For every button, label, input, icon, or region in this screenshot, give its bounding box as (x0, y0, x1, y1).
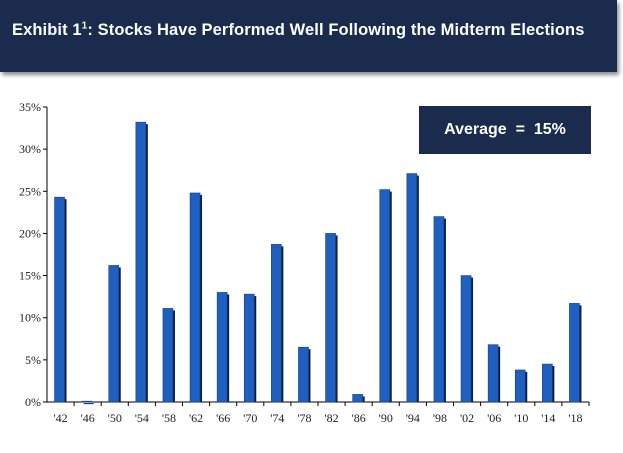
x-tick-label: '18 (568, 411, 582, 425)
x-tick-label: '58 (162, 411, 176, 425)
x-tick-label: '90 (379, 411, 393, 425)
bar (542, 363, 553, 403)
y-tick-label: 35% (19, 100, 41, 114)
bar (189, 192, 201, 403)
x-tick-label: '14 (541, 411, 555, 425)
bar (81, 400, 92, 403)
bar-chart: 0% 5% 10% 15% 20% 25% 30% 35% '42 '46 '50 '54 '58 '62… (19, 100, 590, 425)
bar (433, 216, 445, 403)
y-tick-label: 10% (19, 311, 41, 325)
header-bar: Exhibit 11: Stocks Have Performed Well F… (0, 0, 617, 72)
x-tick-label: '46 (81, 411, 95, 425)
bar (406, 173, 418, 403)
bar-shadow (83, 403, 94, 405)
bar (108, 265, 120, 403)
x-tick-label: '62 (189, 411, 203, 425)
y-tick-label: 0% (25, 395, 41, 409)
page-title: Exhibit 11: Stocks Have Performed Well F… (12, 21, 584, 40)
chart-area: 0% 5% 10% 15% 20% 25% 30% 35% '42 '46 '50 '54 '58 '62… (0, 90, 623, 448)
x-tick-label: '82 (324, 411, 338, 425)
y-tick-label: 5% (25, 353, 41, 367)
x-tick-label: '10 (514, 411, 528, 425)
x-tick-label: '94 (406, 411, 420, 425)
x-tick-label: '42 (53, 411, 67, 425)
x-tick-label: '50 (108, 411, 122, 425)
bar (460, 275, 472, 403)
bar (379, 189, 391, 403)
bar (325, 233, 336, 403)
x-tick-label: '54 (135, 411, 149, 425)
average-annotation: Average = 15% (419, 106, 591, 154)
bar (216, 292, 228, 403)
y-tick-label: 25% (19, 184, 41, 198)
bar (569, 303, 580, 403)
x-tick-label: '98 (433, 411, 447, 425)
bar (243, 293, 255, 403)
bar (135, 121, 147, 403)
bar (514, 369, 526, 403)
y-tick-label: 30% (19, 142, 41, 156)
bar (352, 394, 363, 403)
x-tick-label: '06 (487, 411, 501, 425)
x-tick-label: '86 (352, 411, 366, 425)
x-tick-label: '78 (297, 411, 311, 425)
bar (487, 344, 499, 403)
x-tick-label: '70 (243, 411, 257, 425)
x-tick-label: '66 (216, 411, 230, 425)
y-tick-label: 15% (19, 269, 41, 283)
y-tick-label: 20% (19, 226, 41, 240)
x-tick-label: '02 (460, 411, 474, 425)
bar (54, 196, 65, 403)
bar (271, 244, 282, 403)
title-main: Exhibit 1 (12, 21, 82, 39)
title-rest: : Stocks Have Performed Well Following t… (87, 21, 585, 39)
x-tick-label: '74 (270, 411, 284, 425)
bar (162, 308, 174, 403)
title-superscript: 1 (81, 20, 88, 32)
bar (298, 346, 309, 403)
